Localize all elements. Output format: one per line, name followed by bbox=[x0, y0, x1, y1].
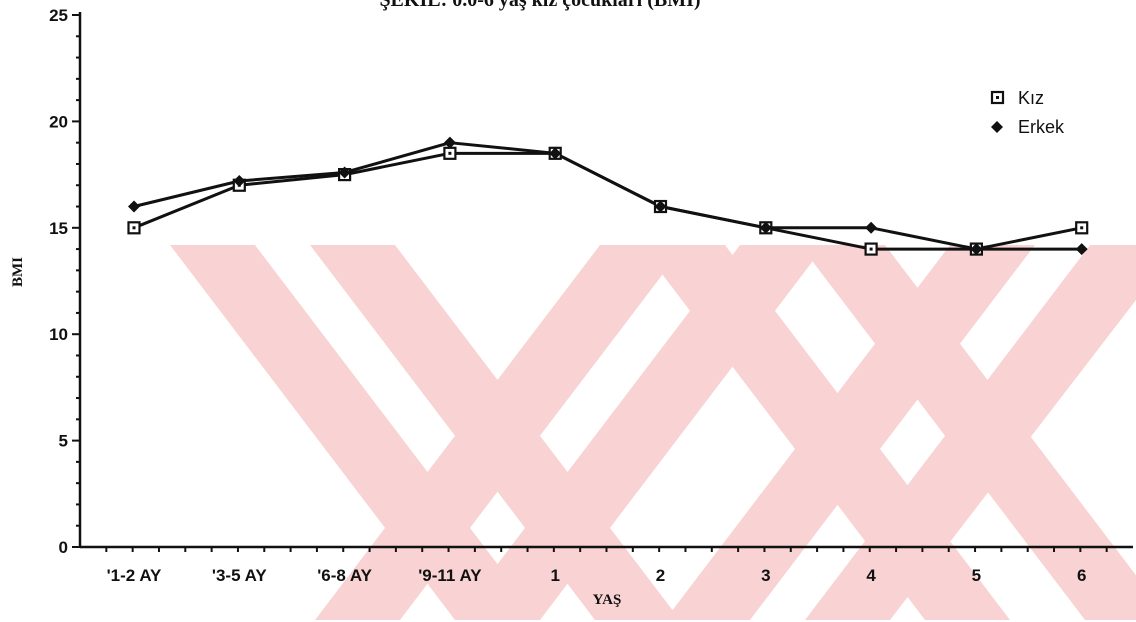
data-point-dot bbox=[869, 247, 873, 251]
data-point-dot bbox=[1080, 226, 1084, 230]
y-tick-label: 10 bbox=[49, 325, 68, 344]
legend-label-erkek: Erkek bbox=[1018, 117, 1065, 137]
legend-open-square-icon-dot bbox=[996, 96, 999, 99]
x-axis-title: YAŞ bbox=[593, 592, 622, 608]
series-markers-1 bbox=[128, 136, 1088, 256]
legend-item-kiz: Kız bbox=[990, 88, 1044, 108]
data-point-dot bbox=[132, 226, 136, 230]
y-axis-title: BMI bbox=[10, 257, 26, 287]
chart-title: ŞEKİL: 0.0-6 yaş kız çocukları (BMI) bbox=[379, 0, 700, 11]
data-point bbox=[233, 174, 246, 187]
data-point bbox=[865, 221, 878, 234]
data-point bbox=[654, 200, 667, 213]
data-point bbox=[970, 243, 983, 256]
data-point bbox=[443, 136, 456, 149]
y-tick-label: 25 bbox=[49, 6, 68, 25]
data-point bbox=[338, 166, 351, 179]
series-layer bbox=[127, 136, 1089, 256]
x-tick-label: 5 bbox=[972, 566, 981, 585]
x-tick-label: '9-11 AY bbox=[418, 566, 482, 585]
y-axis: 0 5 10 15 20 25 bbox=[49, 6, 82, 557]
x-tick-label: 6 bbox=[1077, 566, 1086, 585]
legend: Kız Erkek bbox=[990, 88, 1065, 137]
data-point bbox=[128, 200, 140, 213]
x-tick-label: '3-5 AY bbox=[212, 566, 267, 585]
y-tick-label: 20 bbox=[49, 112, 68, 131]
watermark-logo bbox=[170, 245, 1136, 620]
series-0 bbox=[133, 151, 1082, 251]
series-1 bbox=[133, 141, 1082, 251]
series-line bbox=[133, 151, 1082, 251]
legend-filled-diamond-icon bbox=[991, 121, 1003, 133]
y-tick-label: 5 bbox=[59, 432, 68, 451]
watermark-stripe bbox=[805, 245, 1136, 620]
x-tick-label: 4 bbox=[866, 566, 876, 585]
y-tick-label: 0 bbox=[59, 538, 68, 557]
series-markers-0 bbox=[127, 146, 1089, 256]
data-point bbox=[1075, 243, 1088, 256]
x-tick-label: '6-8 AY bbox=[317, 566, 372, 585]
watermark-stripe bbox=[315, 245, 685, 620]
x-tick-label: 1 bbox=[550, 566, 559, 585]
series-line bbox=[133, 141, 1082, 251]
x-tick-label: '1-2 AY bbox=[107, 566, 162, 585]
watermark-stripe bbox=[665, 245, 1035, 620]
x-tick-label: 2 bbox=[656, 566, 665, 585]
data-point-dot bbox=[448, 151, 452, 155]
legend-label-kiz: Kız bbox=[1018, 88, 1044, 108]
x-tick-label: 3 bbox=[761, 566, 770, 585]
legend-item-erkek: Erkek bbox=[991, 117, 1065, 137]
x-axis: '1-2 AY '3-5 AY '6-8 AY '9-11 AY 1 2 3 4 5 6 bbox=[80, 545, 1133, 585]
data-point bbox=[759, 221, 772, 234]
y-tick-label: 15 bbox=[49, 219, 68, 238]
data-point bbox=[549, 147, 562, 160]
